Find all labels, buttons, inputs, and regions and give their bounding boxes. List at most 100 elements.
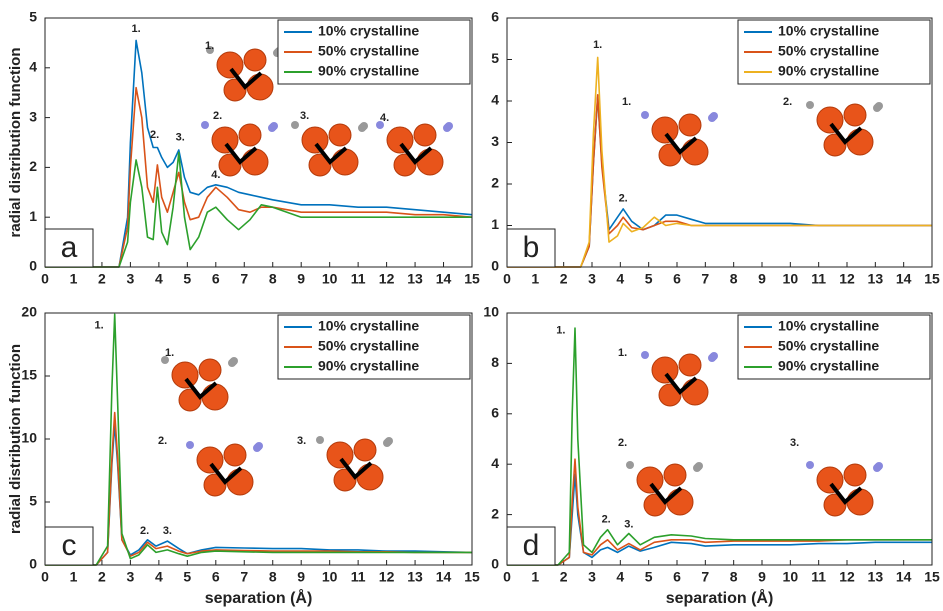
inset-label: 3. <box>300 110 309 122</box>
atom <box>268 124 276 132</box>
y-axis-label: radial distribution function <box>7 344 24 534</box>
molecule-inset <box>641 351 718 407</box>
series-line <box>507 94 932 268</box>
x-tick-label: 11 <box>811 569 826 585</box>
x-tick-label: 0 <box>503 569 511 585</box>
y-tick-label: 20 <box>21 304 37 320</box>
series-line <box>507 56 932 268</box>
x-tick-label: 15 <box>464 271 480 287</box>
molecule-inset <box>626 461 703 517</box>
legend-label: 90% crystalline <box>318 358 419 374</box>
molecule-inset <box>376 121 453 177</box>
atom <box>651 116 679 144</box>
atom <box>228 359 236 367</box>
panel-label: b <box>523 231 540 264</box>
atom <box>843 103 867 127</box>
y-axis-label: radial distribution function <box>7 48 24 238</box>
x-tick-label: 10 <box>783 569 799 585</box>
x-tick-label: 7 <box>240 569 248 585</box>
bond-angle <box>314 142 348 165</box>
molecule-inset <box>201 121 278 177</box>
atom <box>326 441 354 469</box>
atom <box>663 463 687 487</box>
atom <box>658 383 682 407</box>
x-tick-label: 6 <box>212 569 220 585</box>
peak-label: 4. <box>211 169 220 181</box>
atom <box>211 126 239 154</box>
atom <box>198 358 222 382</box>
x-tick-label: 3 <box>127 569 135 585</box>
panel-label-box <box>506 526 556 566</box>
bond-angle <box>664 132 698 155</box>
x-tick-label: 10 <box>322 271 338 287</box>
atom <box>823 493 847 517</box>
panel-label: a <box>61 231 78 264</box>
atom <box>658 143 682 167</box>
atom <box>178 388 202 412</box>
x-tick-label: 3 <box>127 271 135 287</box>
y-tick-label: 0 <box>491 556 499 572</box>
y-tick-label: 3 <box>491 133 499 149</box>
molecule-inset <box>316 436 393 492</box>
atom <box>201 121 209 129</box>
peak-label: 2. <box>140 525 149 537</box>
peak-label: 3. <box>176 131 185 143</box>
bond-angle <box>339 457 373 480</box>
x-tick-label: 2 <box>560 569 568 585</box>
x-tick-label: 10 <box>322 569 338 585</box>
x-tick-label: 0 <box>503 271 511 287</box>
atom <box>816 106 844 134</box>
legend-label: 50% crystalline <box>778 43 879 59</box>
atom <box>873 464 881 472</box>
x-tick-label: 6 <box>212 271 220 287</box>
x-tick-label: 12 <box>839 271 855 287</box>
y-tick-label: 2 <box>491 505 499 521</box>
x-tick-label: 5 <box>645 569 653 585</box>
atom <box>358 124 366 132</box>
atom <box>806 461 814 469</box>
x-tick-label: 8 <box>730 271 738 287</box>
x-tick-label: 15 <box>464 569 480 585</box>
y-tick-label: 3 <box>29 108 37 124</box>
atom <box>201 383 229 411</box>
bond-angle <box>209 462 243 485</box>
x-tick-label: 5 <box>183 569 191 585</box>
plot-frame <box>506 312 933 566</box>
legend-label: 90% crystalline <box>318 63 419 79</box>
x-tick-label: 13 <box>868 569 884 585</box>
inset-label: 2. <box>618 437 627 449</box>
bond-angle <box>829 122 863 145</box>
bond-angle <box>229 67 263 90</box>
series-line <box>507 458 932 566</box>
atom <box>316 436 324 444</box>
atom <box>383 439 391 447</box>
y-tick-label: 4 <box>491 92 499 108</box>
atom <box>186 441 194 449</box>
peak-label: 3. <box>624 519 633 531</box>
y-tick-label: 1 <box>491 216 499 232</box>
x-tick-label: 2 <box>560 271 568 287</box>
x-tick-label: 13 <box>868 271 884 287</box>
series-line <box>45 151 472 268</box>
atom <box>393 153 417 177</box>
series-line <box>507 327 932 566</box>
x-tick-label: 2 <box>98 569 106 585</box>
bond-angle <box>829 482 863 505</box>
x-tick-label: 15 <box>924 271 940 287</box>
atom <box>376 121 384 129</box>
atom <box>443 124 451 132</box>
atom <box>693 464 701 472</box>
atom <box>216 51 244 79</box>
x-tick-label: 9 <box>297 271 305 287</box>
plot-frame <box>506 17 933 268</box>
inset-label: 1. <box>618 347 627 359</box>
atom <box>308 153 332 177</box>
x-tick-label: 4 <box>155 271 163 287</box>
inset-label: 2. <box>783 96 792 108</box>
x-tick-label: 11 <box>351 271 366 287</box>
x-tick-label: 9 <box>297 569 305 585</box>
x-tick-label: 4 <box>155 569 163 585</box>
x-tick-label: 7 <box>701 569 709 585</box>
plot-frame <box>44 17 473 268</box>
inset-label: 4. <box>380 112 389 124</box>
